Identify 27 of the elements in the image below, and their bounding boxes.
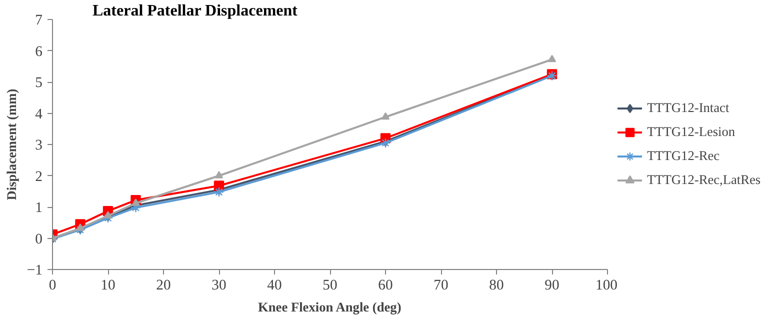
x-tick-label: 50	[322, 278, 338, 294]
y-tick-label: 1	[35, 200, 42, 216]
y-tick-label: 4	[35, 106, 44, 122]
legend-label: TTTG12-Rec	[647, 148, 720, 164]
legend-label: TTTG12-Rec,LatRes	[647, 172, 761, 188]
x-tick-label: 40	[267, 278, 282, 294]
x-tick-label: 0	[48, 278, 56, 294]
x-tick-label: 80	[489, 278, 504, 294]
y-tick-label: 0	[35, 231, 42, 248]
y-tick-label: 6	[35, 44, 42, 60]
y-tick-label: −1	[26, 262, 42, 278]
y-tick-label: 7	[35, 12, 42, 28]
chart-title: Lateral Patellar Displacement	[92, 2, 298, 20]
y-tick-label: 5	[35, 75, 42, 91]
x-tick-label: 10	[100, 278, 116, 294]
y-tick-label: 3	[35, 138, 42, 154]
y-tick-label: 2	[35, 168, 42, 185]
x-tick-label: 60	[378, 278, 393, 294]
legend-label: TTTG12-Lesion	[647, 124, 736, 140]
x-axis-title: Knee Flexion Angle (deg)	[258, 300, 402, 314]
x-tick-label: 20	[156, 278, 171, 294]
x-tick-label: 100	[596, 278, 618, 294]
x-tick-label: 70	[434, 278, 448, 294]
legend-label: TTTG12-Intact	[647, 100, 730, 116]
x-tick-label: 90	[544, 278, 560, 294]
y-axis-title: Displacement (mm)	[4, 88, 19, 200]
x-tick-label: 30	[212, 278, 226, 294]
